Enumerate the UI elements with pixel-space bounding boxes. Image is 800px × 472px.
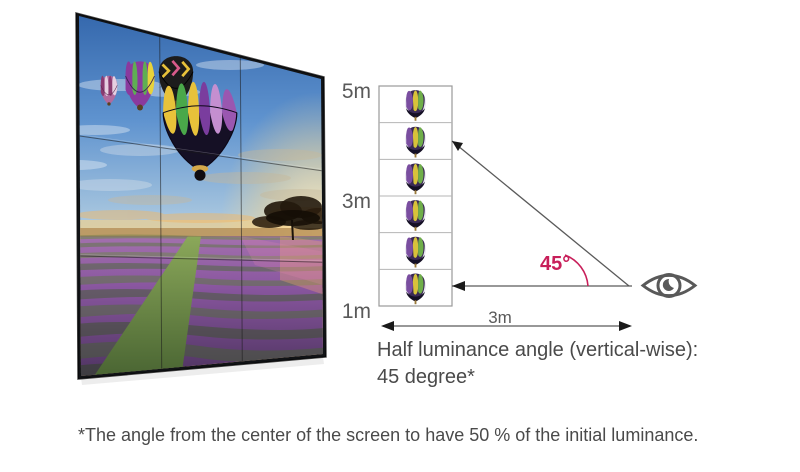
svg-text:3m: 3m bbox=[342, 190, 371, 213]
svg-text:1m: 1m bbox=[342, 300, 371, 323]
svg-text:45°: 45° bbox=[540, 253, 570, 275]
svg-text:3m: 3m bbox=[488, 308, 512, 327]
svg-text:5m: 5m bbox=[342, 80, 371, 103]
